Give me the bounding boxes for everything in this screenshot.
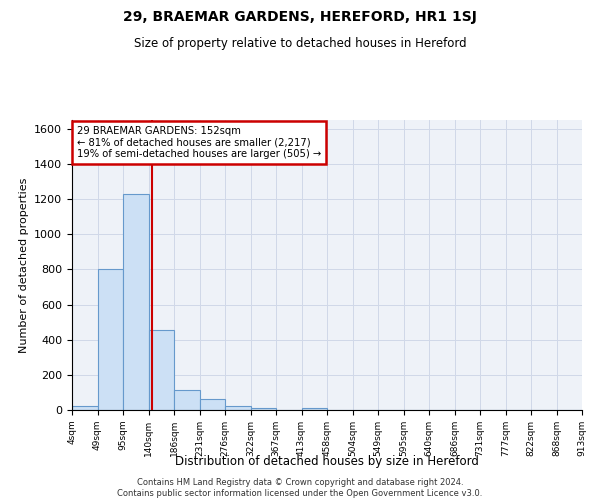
Bar xyxy=(123,194,149,410)
Bar xyxy=(72,406,97,410)
Bar xyxy=(199,398,225,410)
Text: 29 BRAEMAR GARDENS: 152sqm
← 81% of detached houses are smaller (2,217)
19% of s: 29 BRAEMAR GARDENS: 152sqm ← 81% of deta… xyxy=(77,126,322,159)
Y-axis label: Number of detached properties: Number of detached properties xyxy=(19,178,29,352)
Bar xyxy=(225,406,251,410)
Text: Size of property relative to detached houses in Hereford: Size of property relative to detached ho… xyxy=(134,38,466,51)
Bar xyxy=(174,390,199,410)
Bar xyxy=(251,408,276,410)
Text: 29, BRAEMAR GARDENS, HEREFORD, HR1 1SJ: 29, BRAEMAR GARDENS, HEREFORD, HR1 1SJ xyxy=(123,10,477,24)
Bar xyxy=(302,408,327,410)
Text: Contains HM Land Registry data © Crown copyright and database right 2024.
Contai: Contains HM Land Registry data © Crown c… xyxy=(118,478,482,498)
Bar xyxy=(149,330,174,410)
Bar xyxy=(97,270,123,410)
Text: Distribution of detached houses by size in Hereford: Distribution of detached houses by size … xyxy=(175,454,479,468)
